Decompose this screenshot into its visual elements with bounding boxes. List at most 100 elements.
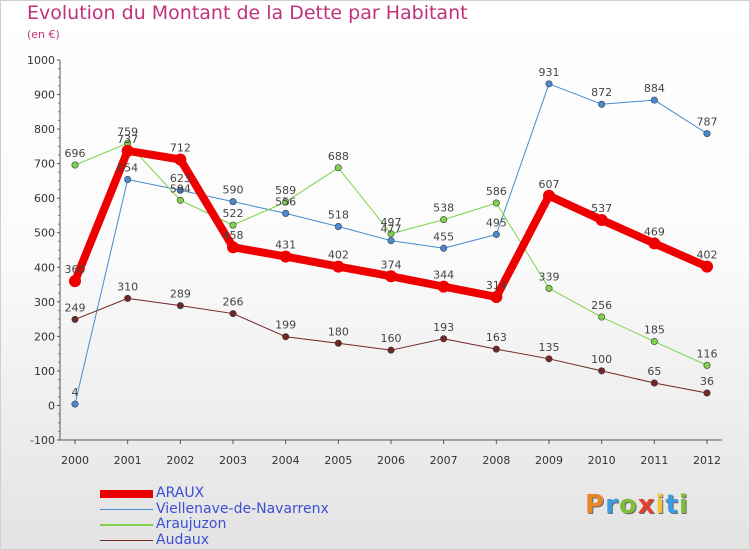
legend-label: Audaux: [156, 531, 210, 548]
data-label: 787: [697, 116, 718, 129]
data-point: [229, 221, 237, 229]
logo-letter: i: [678, 490, 689, 520]
data-label: 522: [223, 207, 244, 220]
logo-letter: i: [655, 490, 666, 520]
data-point: [437, 280, 450, 293]
data-point: [334, 339, 342, 347]
data-point: [282, 198, 290, 206]
data-point: [334, 223, 342, 231]
data-label: 256: [591, 299, 612, 312]
data-point: [121, 144, 134, 157]
x-tick-label: 2009: [535, 454, 563, 467]
data-point: [387, 230, 395, 238]
data-label: 556: [275, 195, 296, 208]
y-tick-label: 200: [34, 330, 55, 343]
data-label: 469: [644, 225, 665, 238]
x-tick-label: 2007: [430, 454, 458, 467]
legend-label: Viellenave-de-Navarrenx: [156, 500, 329, 517]
data-label: 266: [223, 296, 244, 309]
data-label: 884: [644, 82, 665, 95]
data-point: [440, 216, 448, 224]
data-label: 586: [486, 185, 507, 198]
data-point: [332, 260, 345, 273]
data-point: [650, 338, 658, 346]
data-label: 314: [486, 279, 507, 292]
data-label: 4: [72, 386, 79, 399]
data-point: [703, 389, 711, 397]
x-tick-label: 2006: [377, 454, 405, 467]
data-point: [174, 153, 187, 166]
data-point: [545, 284, 553, 292]
data-label: 495: [486, 216, 507, 229]
y-tick-label: 100: [34, 365, 55, 378]
logo-letter: x: [637, 490, 656, 520]
data-label: 180: [328, 325, 349, 338]
data-point: [229, 198, 237, 206]
data-label: 623: [170, 172, 191, 185]
data-label: 538: [433, 202, 454, 215]
x-tick-label: 2012: [693, 454, 721, 467]
data-point: [492, 199, 500, 207]
data-label: 310: [117, 280, 138, 293]
data-point: [71, 315, 79, 323]
data-label: 696: [65, 147, 86, 160]
y-tick-label: 800: [34, 123, 55, 136]
data-point: [124, 176, 132, 184]
data-label: 344: [433, 269, 454, 282]
data-point: [440, 244, 448, 252]
logo-letter: P: [585, 490, 606, 520]
y-tick-label: 500: [34, 227, 55, 240]
legend-label: Araujuzon: [156, 516, 227, 532]
x-tick-label: 2000: [61, 454, 89, 467]
data-label: 737: [117, 133, 138, 146]
data-point: [703, 361, 711, 369]
data-point: [71, 400, 79, 408]
data-point: [492, 230, 500, 238]
data-point: [227, 241, 239, 254]
proxiti-logo: Proxiti: [585, 490, 689, 520]
data-point: [492, 345, 500, 353]
series-line: [74, 297, 708, 394]
legend-swatch: [100, 490, 153, 498]
data-point: [701, 260, 713, 273]
y-tick-label: 400: [34, 261, 55, 274]
y-tick-label: -100: [30, 434, 55, 447]
data-point: [176, 196, 184, 204]
x-tick-label: 2003: [219, 454, 247, 467]
data-label: 537: [591, 202, 612, 215]
data-point: [282, 209, 290, 217]
data-point: [282, 333, 290, 341]
data-label: 339: [539, 270, 560, 283]
data-point: [71, 161, 79, 169]
data-point: [334, 164, 342, 172]
legend-swatch: [100, 508, 153, 510]
data-point: [490, 290, 503, 303]
data-label: 931: [539, 66, 560, 79]
data-point: [598, 313, 606, 321]
data-label: 160: [381, 332, 402, 345]
legend-swatch: [100, 539, 153, 541]
x-tick-label: 2005: [324, 454, 352, 467]
data-point: [385, 270, 397, 283]
data-label: 116: [697, 347, 718, 360]
data-label: 477: [381, 223, 402, 236]
data-label: 100: [591, 353, 612, 366]
y-tick-label: 0: [48, 399, 55, 412]
data-point: [543, 189, 555, 202]
data-point: [176, 302, 184, 310]
data-label: 199: [275, 319, 296, 332]
data-label: 654: [117, 162, 138, 175]
y-tick-label: 600: [34, 192, 55, 205]
data-label: 455: [433, 230, 454, 243]
data-label: 163: [486, 331, 507, 344]
chart-unit-label: (en €): [27, 28, 60, 41]
legend-swatch: [100, 524, 153, 526]
logo-letter: o: [618, 490, 638, 520]
logo-letter: t: [665, 490, 679, 520]
data-label: 594: [170, 182, 191, 195]
data-point: [650, 379, 658, 387]
data-point: [176, 186, 184, 194]
data-label: 458: [223, 229, 244, 242]
data-point: [595, 213, 608, 226]
